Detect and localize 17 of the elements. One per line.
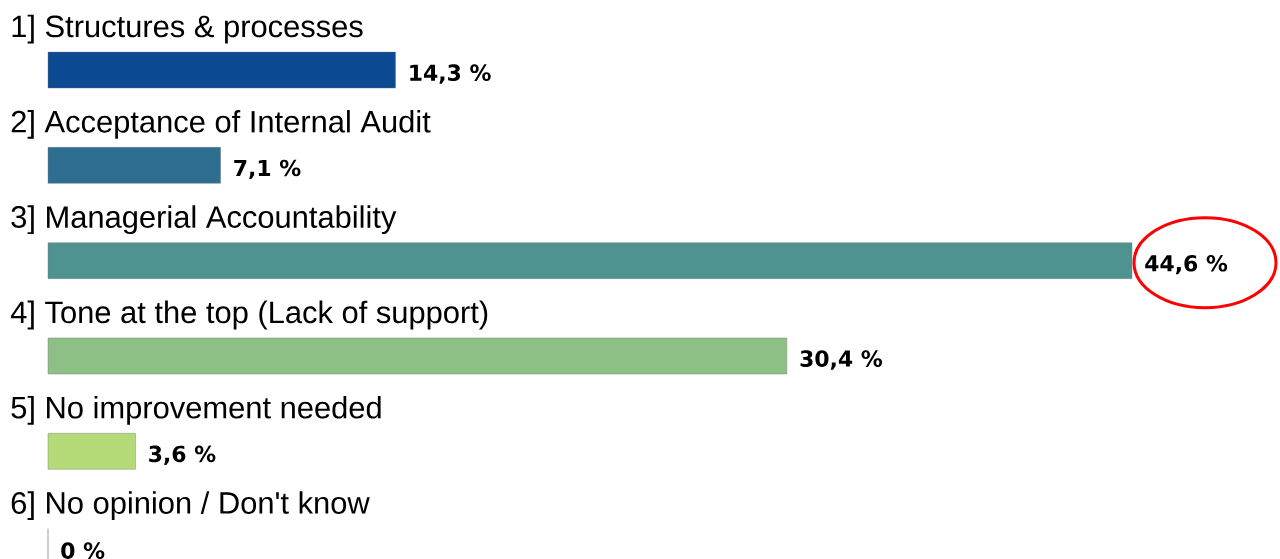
data-label: 7,1 %	[234, 159, 301, 180]
data-label: 44,6 %	[1145, 254, 1228, 275]
bar	[47, 147, 221, 184]
y-tick-label: 5] No improvement needed	[11, 395, 381, 425]
bar	[47, 242, 1133, 279]
data-label: 30,4 %	[800, 350, 883, 370]
y-tick-label: 6] No opinion / Don't know	[11, 491, 370, 521]
y-tick-label: 3] Managerial Accountability	[11, 205, 397, 235]
y-tick-label: 4] Tone at the top (Lack of support)	[10, 300, 488, 330]
bar	[47, 337, 788, 375]
data-label: 3,6 %	[149, 445, 216, 465]
y-tick-label: 1] Structures & processes	[12, 14, 363, 44]
data-label: 14,3 %	[410, 64, 491, 84]
data-label: 0 %	[61, 542, 105, 559]
bar	[47, 433, 136, 470]
bar	[47, 51, 396, 89]
y-tick-label: 2] Acceptance of Internal Audit	[11, 109, 431, 139]
